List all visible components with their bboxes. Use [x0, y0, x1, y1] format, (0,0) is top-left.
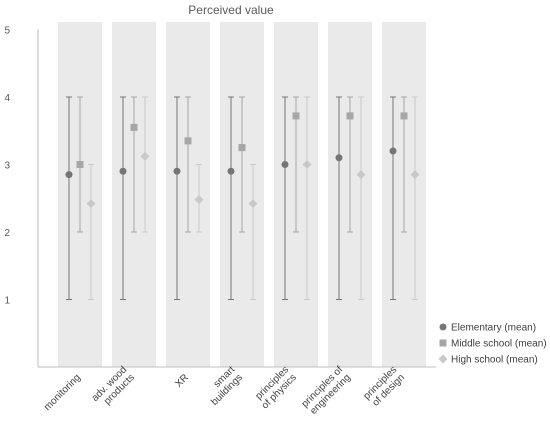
x-tick-label-7: principlesof design — [362, 364, 407, 409]
data-point-s2-c2 — [130, 123, 138, 131]
plot-area — [65, 96, 420, 300]
error-bar-s1-c2 — [120, 96, 126, 300]
data-point-s1-c7 — [389, 147, 397, 155]
data-point-s2-c6 — [346, 112, 354, 120]
error-bar-s3-c7 — [412, 96, 418, 300]
legend-label: Elementary (mean) — [451, 323, 536, 334]
error-bar-s1-c1 — [66, 96, 72, 300]
series-1 — [65, 96, 397, 300]
data-point-s1-c5 — [281, 161, 289, 168]
error-bar-s2-c7 — [401, 96, 407, 233]
error-bar-s2-c2 — [131, 96, 137, 233]
data-point-s2-c1 — [76, 161, 84, 168]
legend-label: High school (mean) — [451, 355, 538, 366]
data-point-s3-c1 — [86, 199, 96, 209]
data-point-s1-c4 — [227, 167, 235, 175]
data-point-s1-c2 — [119, 167, 127, 175]
y-axis: 1 2 3 4 5 — [4, 26, 39, 367]
data-point-s3-c3 — [194, 195, 204, 205]
data-point-s3-c7 — [410, 170, 420, 180]
y-tick-label-1: 1 — [4, 296, 10, 307]
data-point-s3-c5 — [302, 160, 312, 169]
x-tick-label-3: XR — [173, 372, 191, 390]
x-tick-label-5: principlesof physics — [252, 364, 299, 411]
legend-item-2: Middle school (mean) — [439, 339, 547, 350]
x-tick-label-6: principles ofengineering — [300, 364, 353, 417]
y-tick-label-3: 3 — [4, 161, 10, 172]
x-axis: monitoring adv. woodproducts XR smartbuildi… — [38, 364, 436, 417]
y-tick-label-4: 4 — [4, 93, 10, 104]
legend-marker-square — [439, 339, 447, 347]
error-bar-s3-c2 — [142, 96, 148, 233]
data-point-s1-c3 — [173, 167, 181, 175]
series-3 — [86, 96, 420, 300]
legend-marker-circle — [439, 323, 447, 331]
error-bar-s2-c4 — [239, 96, 245, 233]
error-bar-s2-c6 — [347, 96, 353, 233]
data-point-s2-c7 — [400, 112, 408, 120]
error-bar-s3-c4 — [250, 164, 256, 300]
error-bar-s1-c3 — [174, 96, 180, 300]
x-tick-label-2: adv. woodproducts — [90, 364, 137, 411]
y-tick-label-5: 5 — [4, 26, 10, 37]
legend-item-1: Elementary (mean) — [439, 323, 536, 334]
x-tick-label-4: smartbuildings — [201, 364, 245, 408]
error-bar-s1-c5 — [282, 96, 288, 300]
error-bar-s2-c5 — [293, 96, 299, 233]
data-point-s1-c1 — [65, 171, 73, 179]
y-tick-label-2: 2 — [4, 228, 10, 239]
data-point-s1-c6 — [335, 154, 343, 162]
legend-item-3: High school (mean) — [438, 354, 538, 366]
error-bar-s3-c1 — [88, 164, 94, 300]
data-point-s2-c4 — [238, 144, 246, 152]
error-bar-s3-c5 — [304, 96, 310, 300]
error-bar-s1-c4 — [228, 96, 234, 300]
chart-title: Perceived value — [188, 3, 274, 17]
error-bar-s1-c7 — [390, 96, 396, 300]
x-tick-label-1: monitoring — [42, 372, 83, 413]
data-point-s3-c2 — [140, 151, 150, 161]
legend: Elementary (mean) Middle school (mean) Hig… — [438, 323, 547, 366]
data-point-s2-c5 — [292, 112, 300, 120]
data-point-s3-c6 — [356, 170, 366, 180]
error-bar-s1-c6 — [336, 96, 342, 300]
legend-label: Middle school (mean) — [451, 339, 547, 350]
series-2 — [76, 96, 408, 233]
data-point-s2-c3 — [184, 137, 192, 145]
data-point-s3-c4 — [248, 199, 258, 209]
error-bar-s3-c6 — [358, 96, 364, 300]
legend-marker-diamond — [438, 354, 448, 364]
error-bar-s2-c3 — [185, 96, 191, 233]
